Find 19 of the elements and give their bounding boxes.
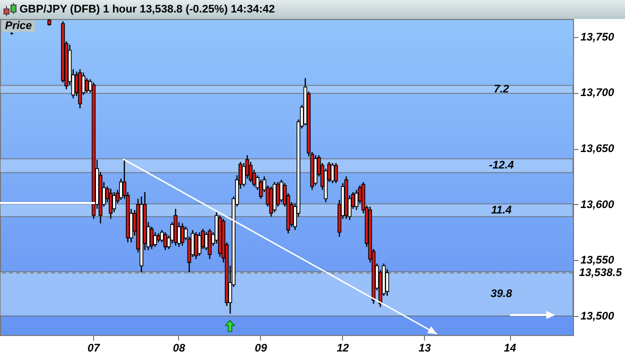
y-tick-label: 13,500 (580, 310, 616, 323)
band-label: 11.4 (491, 204, 512, 216)
x-tick-label: 07 (88, 342, 101, 354)
y-tick-label: 13,750 (580, 31, 616, 44)
x-tick-label: 09 (254, 342, 268, 354)
y-tick-label: 13,600 (580, 198, 616, 211)
y-tick-label: 13,700 (580, 87, 616, 100)
x-tick-label: 08 (172, 342, 186, 354)
x-tick-label: 14 (504, 342, 516, 354)
band-label: -12.4 (488, 160, 514, 172)
y-tick-label: 13,650 (580, 143, 616, 156)
band-label: 7.2 (494, 83, 510, 96)
chart-title: GBP/JPY (DFB) 1 hour 13,538.8 (-0.25%) 14:34:42 (20, 3, 275, 16)
y-axis-title: Price (2, 20, 35, 32)
band-label: 39.8 (490, 288, 513, 300)
ref-line-label: 13,538.5 (579, 267, 623, 280)
y-tick-label: 13,550 (580, 254, 616, 267)
x-tick-label: 13 (418, 342, 431, 354)
x-tick-label: 12 (336, 342, 349, 354)
